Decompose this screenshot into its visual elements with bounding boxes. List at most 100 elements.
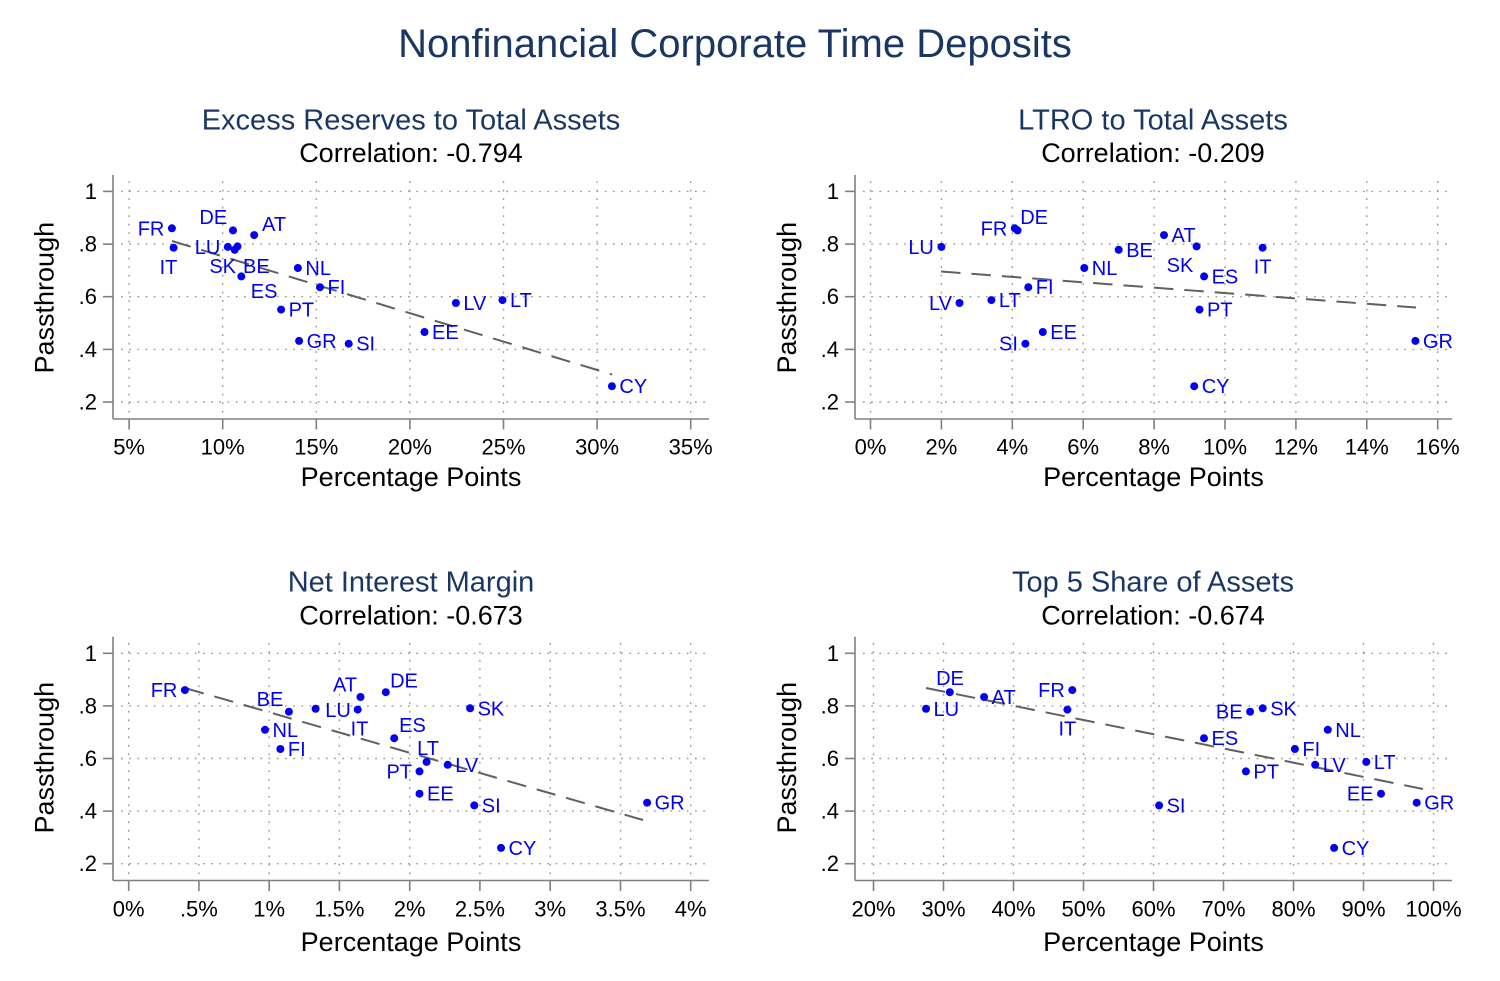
svg-text:Passthrough: Passthrough [772,222,802,374]
svg-text:DE: DE [199,207,227,229]
svg-text:BE: BE [243,256,270,278]
svg-text:40%: 40% [991,897,1035,922]
svg-text:SI: SI [356,334,375,356]
svg-text:Excess Reserves to Total Asset: Excess Reserves to Total Assets [202,105,621,137]
svg-text:1: 1 [85,179,97,204]
svg-text:10%: 10% [1203,435,1247,460]
svg-text:1: 1 [85,641,97,666]
svg-text:NL: NL [305,258,331,280]
svg-text:LT: LT [417,738,439,760]
svg-text:LT: LT [999,290,1021,312]
svg-text:SK: SK [209,256,236,278]
svg-text:.2: .2 [821,390,839,415]
svg-text:SK: SK [1270,698,1297,720]
svg-text:SI: SI [482,795,501,817]
svg-text:FI: FI [1302,739,1320,761]
svg-text:BE: BE [1216,702,1243,724]
svg-text:PT: PT [1253,761,1279,783]
svg-text:GR: GR [1423,331,1453,353]
svg-text:Passthrough: Passthrough [30,222,60,374]
svg-text:FI: FI [328,277,346,299]
svg-text:GR: GR [307,331,337,353]
svg-text:ES: ES [1212,266,1239,288]
svg-text:Percentage Points: Percentage Points [301,927,522,957]
svg-text:EE: EE [427,784,454,806]
svg-text:50%: 50% [1061,897,1105,922]
svg-text:LT: LT [510,290,532,312]
svg-text:BE: BE [257,689,284,711]
svg-text:1: 1 [827,179,839,204]
svg-text:25%: 25% [481,435,525,460]
svg-text:.8: .8 [821,693,839,718]
svg-text:90%: 90% [1341,897,1385,922]
svg-text:1%: 1% [253,897,285,922]
svg-text:10%: 10% [201,435,245,460]
svg-text:LU: LU [934,699,960,721]
svg-text:5%: 5% [113,435,145,460]
svg-text:FR: FR [151,680,178,702]
svg-text:SI: SI [1167,795,1186,817]
svg-text:LV: LV [929,293,953,315]
svg-text:Correlation: -0.209: Correlation: -0.209 [1041,138,1265,168]
svg-text:AT: AT [992,687,1016,709]
svg-text:LTRO to Total Assets: LTRO to Total Assets [1018,105,1288,137]
svg-text:2.5%: 2.5% [455,897,505,922]
svg-text:12%: 12% [1274,435,1318,460]
svg-text:IT: IT [351,718,369,740]
svg-text:FI: FI [288,739,306,761]
svg-text:LU: LU [195,237,221,259]
svg-text:.8: .8 [79,232,97,257]
svg-text:Percentage Points: Percentage Points [1043,927,1264,957]
svg-text:8%: 8% [1138,435,1170,460]
svg-text:SK: SK [1167,255,1194,277]
svg-text:35%: 35% [669,435,713,460]
svg-text:Correlation: -0.673: Correlation: -0.673 [299,601,523,631]
svg-text:LV: LV [463,293,487,315]
svg-text:60%: 60% [1131,897,1175,922]
svg-text:EE: EE [432,322,459,344]
svg-text:4%: 4% [675,897,707,922]
svg-text:LV: LV [455,755,479,777]
svg-text:LU: LU [325,700,351,722]
svg-text:.6: .6 [79,284,97,309]
svg-text:CY: CY [1342,838,1370,860]
svg-text:Nonfinancial Corporate Time De: Nonfinancial Corporate Time Deposits [398,22,1072,66]
svg-text:100%: 100% [1405,897,1461,922]
svg-text:NL: NL [273,720,299,742]
svg-text:0%: 0% [113,897,145,922]
svg-text:.5%: .5% [180,897,218,922]
svg-text:FR: FR [1038,680,1065,702]
svg-text:SK: SK [478,698,505,720]
svg-text:30%: 30% [921,897,965,922]
svg-text:NL: NL [1092,258,1118,280]
svg-text:80%: 80% [1271,897,1315,922]
svg-text:AT: AT [262,214,286,236]
svg-text:1: 1 [827,641,839,666]
svg-text:AT: AT [1172,225,1196,247]
svg-text:.2: .2 [79,851,97,876]
svg-text:Net Interest Margin: Net Interest Margin [288,567,535,599]
svg-text:CY: CY [509,838,537,860]
svg-text:PT: PT [1207,300,1233,322]
svg-text:2%: 2% [926,435,958,460]
svg-text:AT: AT [333,675,357,697]
svg-text:LT: LT [1374,752,1396,774]
svg-text:.6: .6 [79,746,97,771]
svg-text:FR: FR [981,218,1008,240]
svg-text:CY: CY [1202,376,1230,398]
svg-text:1.5%: 1.5% [314,897,364,922]
svg-text:FR: FR [138,218,165,240]
svg-text:2%: 2% [394,897,426,922]
svg-text:Correlation: -0.674: Correlation: -0.674 [1041,601,1265,631]
svg-text:0%: 0% [855,435,887,460]
svg-text:.6: .6 [821,746,839,771]
svg-text:GR: GR [1424,793,1454,815]
svg-text:ES: ES [1212,728,1239,750]
svg-text:.4: .4 [79,799,97,824]
svg-text:BE: BE [1126,240,1153,262]
svg-text:Top 5 Share of Assets: Top 5 Share of Assets [1012,567,1294,599]
svg-text:Correlation: -0.794: Correlation: -0.794 [299,138,523,168]
svg-text:20%: 20% [851,897,895,922]
svg-text:4%: 4% [996,435,1028,460]
svg-text:SI: SI [999,334,1018,356]
